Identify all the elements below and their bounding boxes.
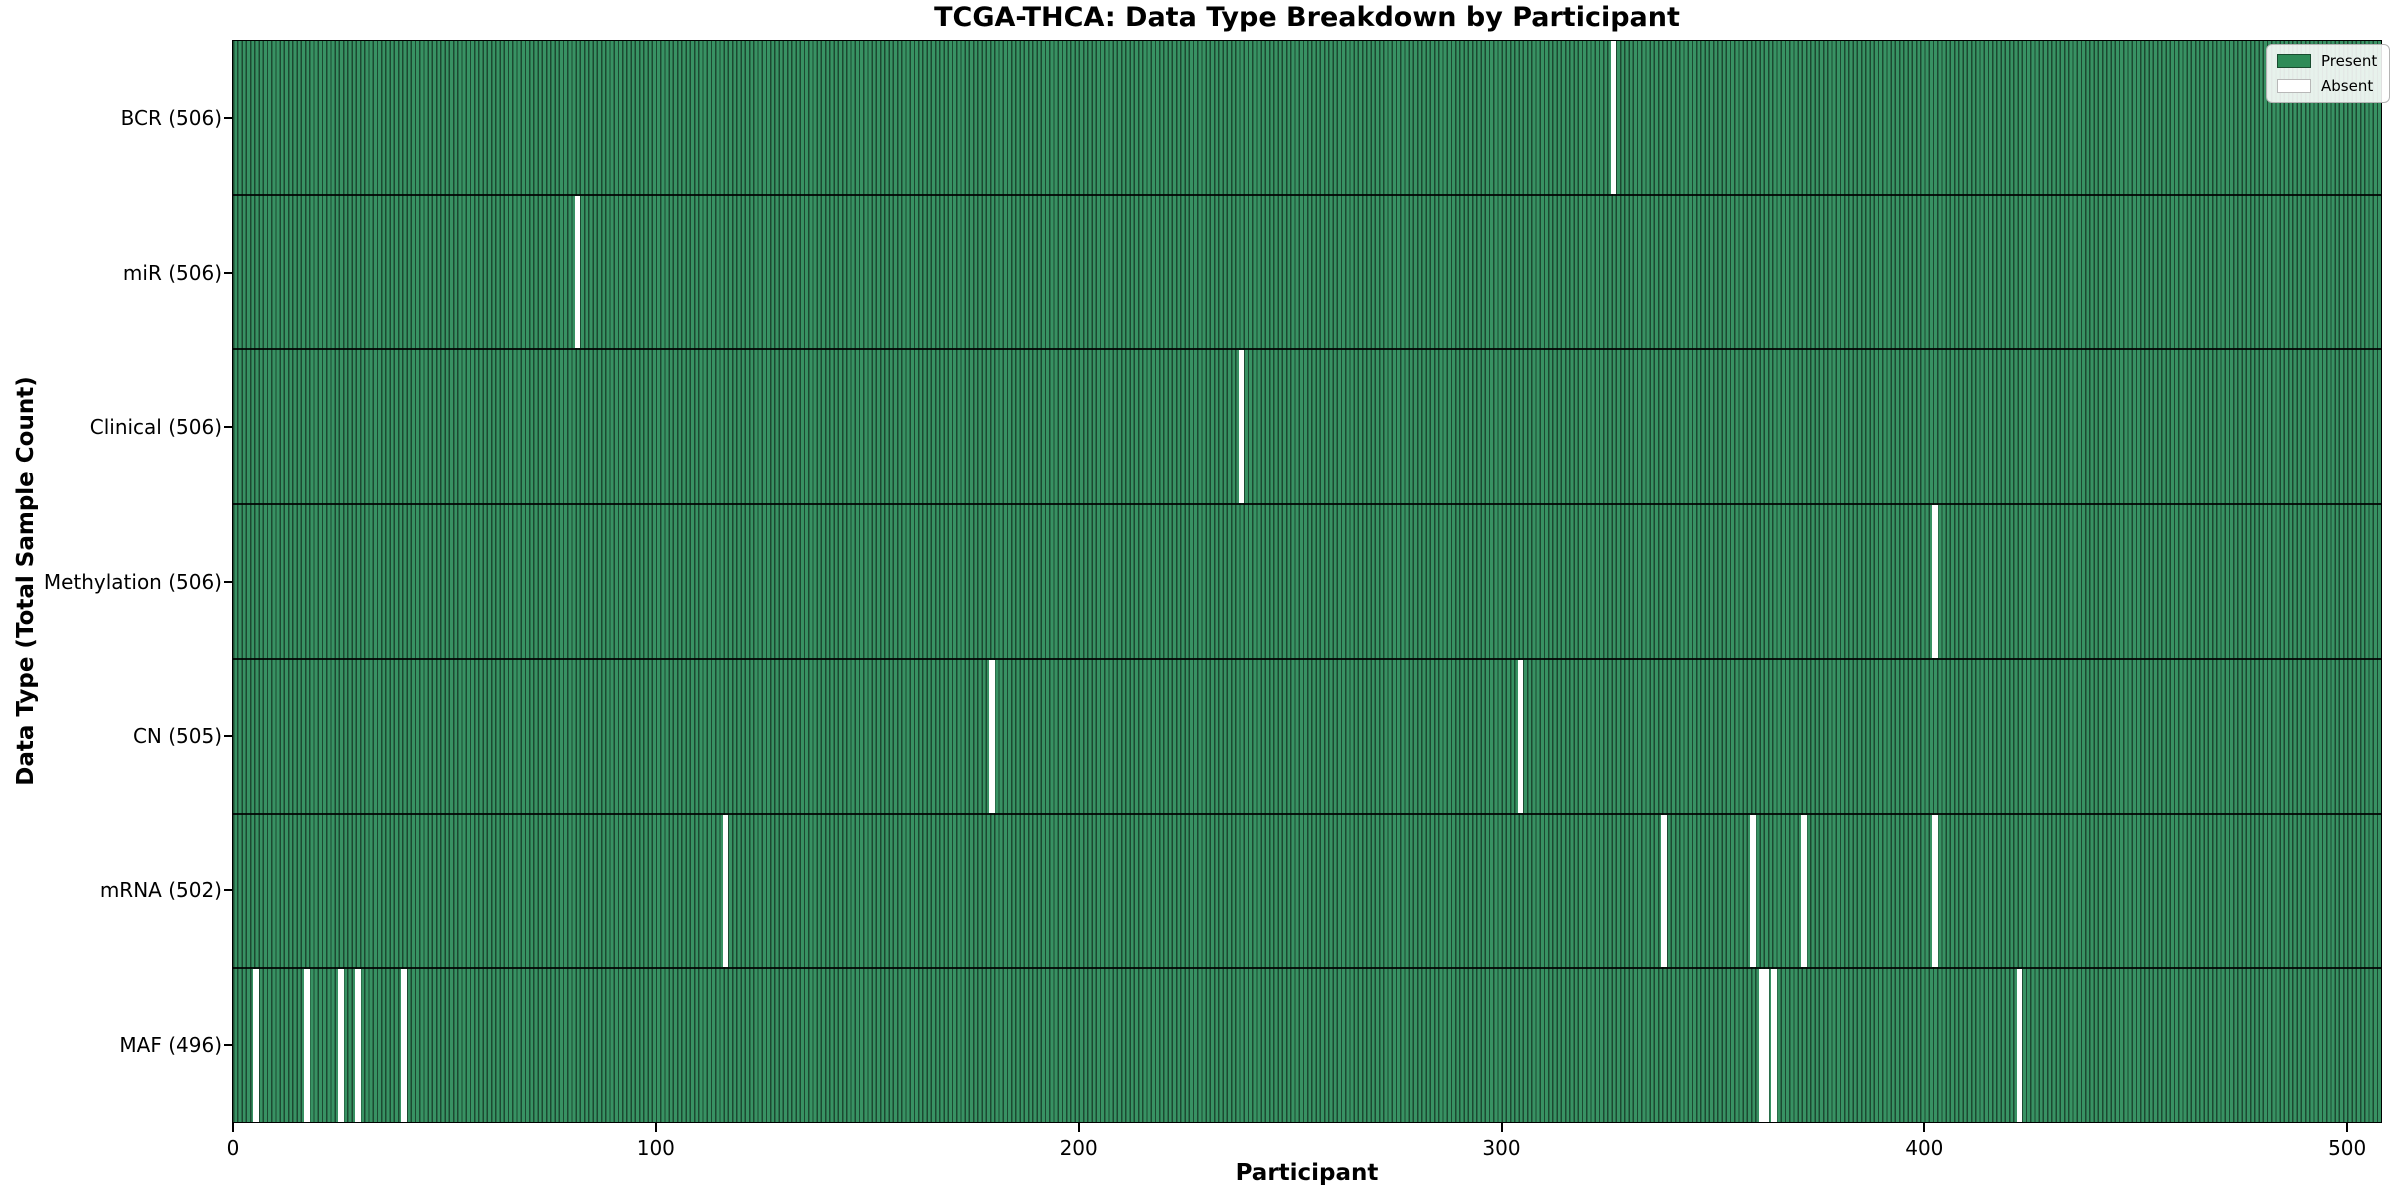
xtick-mark [1923, 1123, 1926, 1132]
xtick-mark [654, 1123, 657, 1132]
legend: Present Absent [2266, 44, 2391, 103]
ytick-label-clinical: Clinical (506) [89, 415, 222, 440]
absent-mark [2016, 969, 2023, 1123]
absent-mark [1517, 659, 1524, 813]
ytick-label-bcr: BCR (506) [120, 106, 222, 131]
xtick-label-400: 400 [1905, 1136, 1944, 1160]
ytick-label-mrna: mRNA (502) [99, 878, 222, 903]
absent-mark [722, 814, 729, 968]
row-mrna [233, 814, 2381, 970]
legend-item-present: Present [2277, 52, 2377, 70]
absent-mark [1932, 814, 1938, 968]
absent-mark [338, 969, 344, 1123]
x-axis-label: Participant [1235, 1160, 1379, 1186]
ytick-mark [224, 1043, 233, 1046]
absent-mark [989, 659, 995, 813]
row-maf [233, 969, 2381, 1123]
xtick-label-100: 100 [636, 1136, 675, 1160]
absent-mark [574, 195, 581, 349]
absent-mark [1661, 814, 1668, 968]
legend-item-absent: Absent [2277, 77, 2377, 95]
ytick-label-methylation: Methylation (506) [43, 569, 222, 594]
row-methylation [233, 505, 2381, 660]
ytick-mark [224, 426, 233, 429]
xtick-label-0: 0 [226, 1136, 240, 1160]
absent-mark [1932, 505, 1938, 658]
absent-mark [1238, 350, 1245, 504]
absent-mark [1762, 969, 1769, 1123]
legend-label-present: Present [2321, 52, 2378, 70]
xtick-mark [232, 1123, 234, 1132]
ytick-label-cn: CN (505) [132, 723, 222, 748]
ytick-mark [224, 271, 233, 274]
absent-mark [1771, 969, 1778, 1123]
xtick-mark [2346, 1123, 2349, 1132]
ytick-mark [224, 889, 233, 892]
legend-label-absent: Absent [2321, 77, 2374, 95]
ytick-mark [224, 734, 233, 737]
row-cn [233, 659, 2381, 815]
xtick-label-300: 300 [1482, 1136, 1521, 1160]
absent-swatch-icon [2277, 79, 2311, 93]
plot-area [232, 40, 2382, 1123]
absent-mark [304, 969, 310, 1123]
xtick-mark [1077, 1123, 1080, 1132]
absent-mark [1801, 814, 1807, 968]
row-bcr [233, 41, 2381, 196]
present-swatch-icon [2277, 54, 2311, 68]
absent-mark [1610, 41, 1617, 194]
absent-mark [1758, 969, 1765, 1123]
xtick-label-500: 500 [2328, 1136, 2367, 1160]
ytick-label-mir: miR (506) [122, 260, 222, 285]
row-mir [233, 195, 2381, 351]
ytick-mark [224, 580, 233, 583]
ytick-label-maf: MAF (496) [119, 1032, 222, 1057]
ytick-mark [224, 117, 233, 120]
chart-title: TCGA-THCA: Data Type Breakdown by Partic… [934, 2, 1680, 33]
absent-mark [1750, 814, 1756, 968]
absent-mark [354, 969, 361, 1123]
xtick-mark [1500, 1123, 1503, 1132]
row-clinical [233, 350, 2381, 506]
absent-mark [253, 969, 260, 1123]
absent-mark [401, 969, 408, 1123]
xtick-label-200: 200 [1059, 1136, 1098, 1160]
